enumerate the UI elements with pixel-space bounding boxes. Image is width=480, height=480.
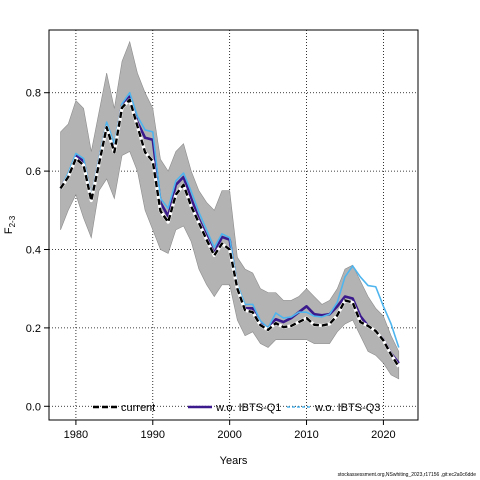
y-axis-label: F2-3 <box>3 215 17 234</box>
y-tick-label: 0.6 <box>26 166 41 178</box>
legend: current w.o. IBTS-Q1 w.o. IBTS-Q3 <box>93 402 380 414</box>
series-line-current <box>59 98 400 368</box>
credit-text: stockassessment.org,NSwhiting_2023,r1715… <box>337 472 476 478</box>
x-tick-label: 2020 <box>371 429 395 441</box>
y-axis-label-subscript: 2-3 <box>8 215 17 227</box>
y-axis-label-main: F <box>3 227 15 234</box>
axes: 1980 1990 2000 2010 2020 0.0 0.2 0.4 0.6 0.8 <box>26 88 396 441</box>
x-tick-label: 2000 <box>217 429 241 441</box>
svg-text:F2-3: F2-3 <box>3 215 17 234</box>
legend-label: w.o. IBTS-Q3 <box>314 402 380 414</box>
x-axis-label: Years <box>220 455 248 467</box>
legend-label: w.o. IBTS-Q1 <box>215 402 281 414</box>
x-tick-label: 1990 <box>141 429 165 441</box>
x-tick-label: 2010 <box>294 429 318 441</box>
y-tick-label: 0.0 <box>26 401 41 413</box>
legend-label: current <box>121 402 155 414</box>
y-tick-label: 0.4 <box>26 244 41 256</box>
y-tick-label: 0.2 <box>26 323 41 335</box>
series-layer <box>59 91 401 368</box>
y-tick-label: 0.8 <box>26 88 41 100</box>
confidence-band <box>60 40 400 380</box>
x-tick-label: 1980 <box>64 429 88 441</box>
confidence-band-layer <box>60 40 400 380</box>
plot-frame <box>48 29 419 421</box>
